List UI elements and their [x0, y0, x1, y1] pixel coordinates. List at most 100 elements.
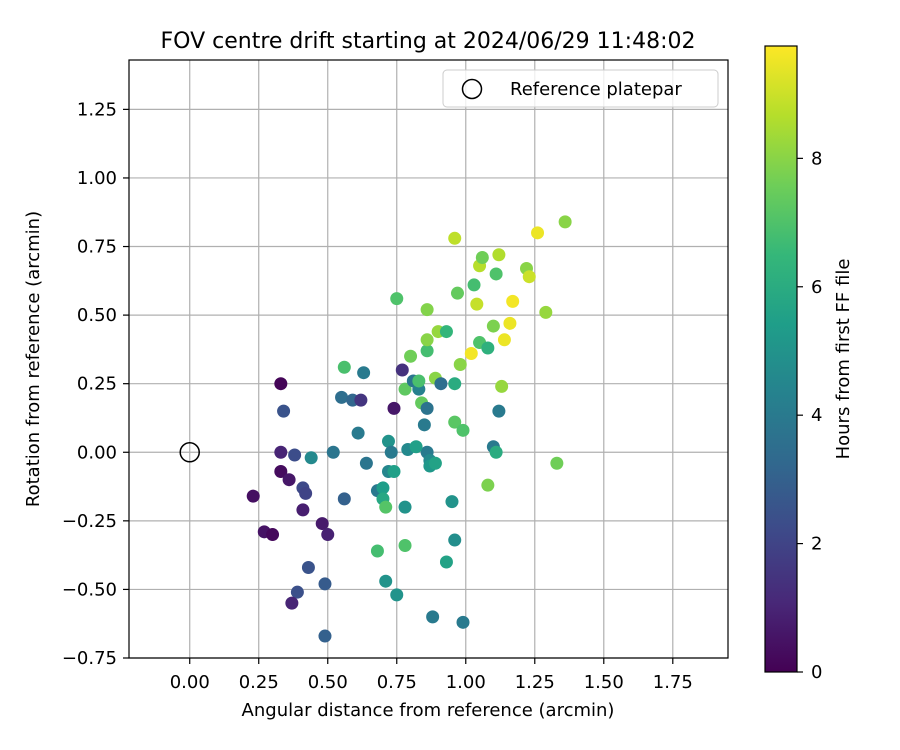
data-point [420, 303, 434, 317]
data-point [326, 445, 340, 459]
colorbar-tick-label: 6 [811, 277, 822, 298]
data-point [274, 377, 288, 391]
data-point [531, 226, 545, 240]
reference-marker [179, 442, 200, 463]
data-point [246, 489, 260, 503]
x-tick-label: 1.25 [515, 672, 555, 693]
data-point [448, 533, 462, 547]
x-tick-label: 1.75 [653, 672, 693, 693]
data-point [481, 478, 495, 492]
y-tick-label: −0.50 [62, 579, 117, 600]
data-point [456, 615, 470, 629]
data-point [489, 267, 503, 281]
data-point [506, 294, 520, 308]
legend-label: Reference platepar [510, 79, 682, 100]
y-axis-label: Rotation from reference (arcmin) [23, 211, 44, 507]
data-point [439, 325, 453, 339]
data-point [448, 377, 462, 391]
data-point [420, 344, 434, 358]
data-point [274, 464, 288, 478]
y-tick-label: −0.75 [62, 648, 117, 669]
y-tick-label: 1.25 [77, 99, 117, 120]
data-point [481, 341, 495, 355]
colorbar-tick-label: 0 [811, 662, 822, 683]
x-tick-label: 0.75 [377, 672, 417, 693]
colorbar-ticks: 0 2 4 6 8 [797, 148, 822, 683]
data-point [420, 333, 434, 347]
y-tick-label: −0.25 [62, 511, 117, 532]
colorbar [764, 45, 798, 673]
data-point [412, 374, 426, 388]
data-point [376, 481, 390, 495]
data-point [351, 426, 365, 440]
data-point [492, 248, 506, 262]
data-point [357, 366, 371, 380]
data-point [448, 415, 462, 429]
plot-frame [128, 59, 729, 659]
data-point [290, 585, 304, 599]
data-point [266, 528, 280, 542]
legend: Reference platepar [442, 69, 719, 108]
data-point [387, 464, 401, 478]
data-point [337, 360, 351, 374]
data-point [390, 292, 404, 306]
colorbar-label: Hours from first FF file [833, 259, 854, 460]
x-axis-ticks: 0.00 0.25 0.50 0.75 1.00 1.25 1.50 1.75 [170, 658, 693, 693]
data-point [467, 278, 481, 292]
data-point [354, 393, 368, 407]
data-point [417, 418, 431, 432]
data-point [428, 456, 442, 470]
plot-area [129, 60, 728, 658]
x-tick-label: 0.50 [308, 672, 348, 693]
x-tick-label: 1.50 [584, 672, 624, 693]
data-point [337, 492, 351, 506]
data-point [359, 456, 373, 470]
data-point [398, 539, 412, 553]
data-point [550, 456, 564, 470]
data-point [387, 401, 401, 415]
data-point [434, 377, 448, 391]
data-point [398, 500, 412, 514]
data-point [288, 448, 302, 462]
y-tick-label: 0.25 [77, 374, 117, 395]
data-point [318, 577, 332, 591]
colorbar-tick-label: 2 [811, 534, 822, 555]
data-point [456, 423, 470, 437]
data-point [492, 404, 506, 418]
chart-title: FOV centre drift starting at 2024/06/29 … [161, 29, 696, 54]
data-point [296, 503, 310, 517]
data-point [390, 588, 404, 602]
reference-platepar-point [179, 442, 200, 463]
data-point [503, 316, 517, 330]
y-axis-ticks: −0.75 −0.50 −0.25 0.00 0.25 0.50 0.75 1.00 1.25 [62, 99, 129, 669]
data-point [277, 404, 291, 418]
x-axis-label: Angular distance from reference (arcmin) [242, 700, 615, 721]
data-point [475, 251, 489, 265]
data-point [315, 517, 329, 531]
data-point [370, 544, 384, 558]
y-tick-label: 1.00 [77, 168, 117, 189]
colorbar-tick-label: 4 [811, 405, 822, 426]
data-point [304, 451, 318, 465]
data-point [409, 440, 423, 454]
data-point [445, 495, 459, 509]
data-point [495, 379, 509, 393]
data-point [321, 528, 335, 542]
data-point [404, 349, 418, 363]
data-point [426, 610, 440, 624]
data-point [398, 382, 412, 396]
data-point [282, 473, 296, 487]
data-point [379, 500, 393, 514]
legend-reference-marker [461, 78, 483, 100]
x-tick-label: 1.00 [446, 672, 486, 693]
data-point [450, 286, 464, 300]
data-point [420, 401, 434, 415]
data-point [448, 231, 462, 245]
data-point [470, 297, 484, 311]
y-tick-label: 0.00 [77, 442, 117, 463]
data-point [335, 390, 349, 404]
data-point [453, 357, 467, 371]
data-point [379, 574, 393, 588]
data-point [486, 319, 500, 333]
